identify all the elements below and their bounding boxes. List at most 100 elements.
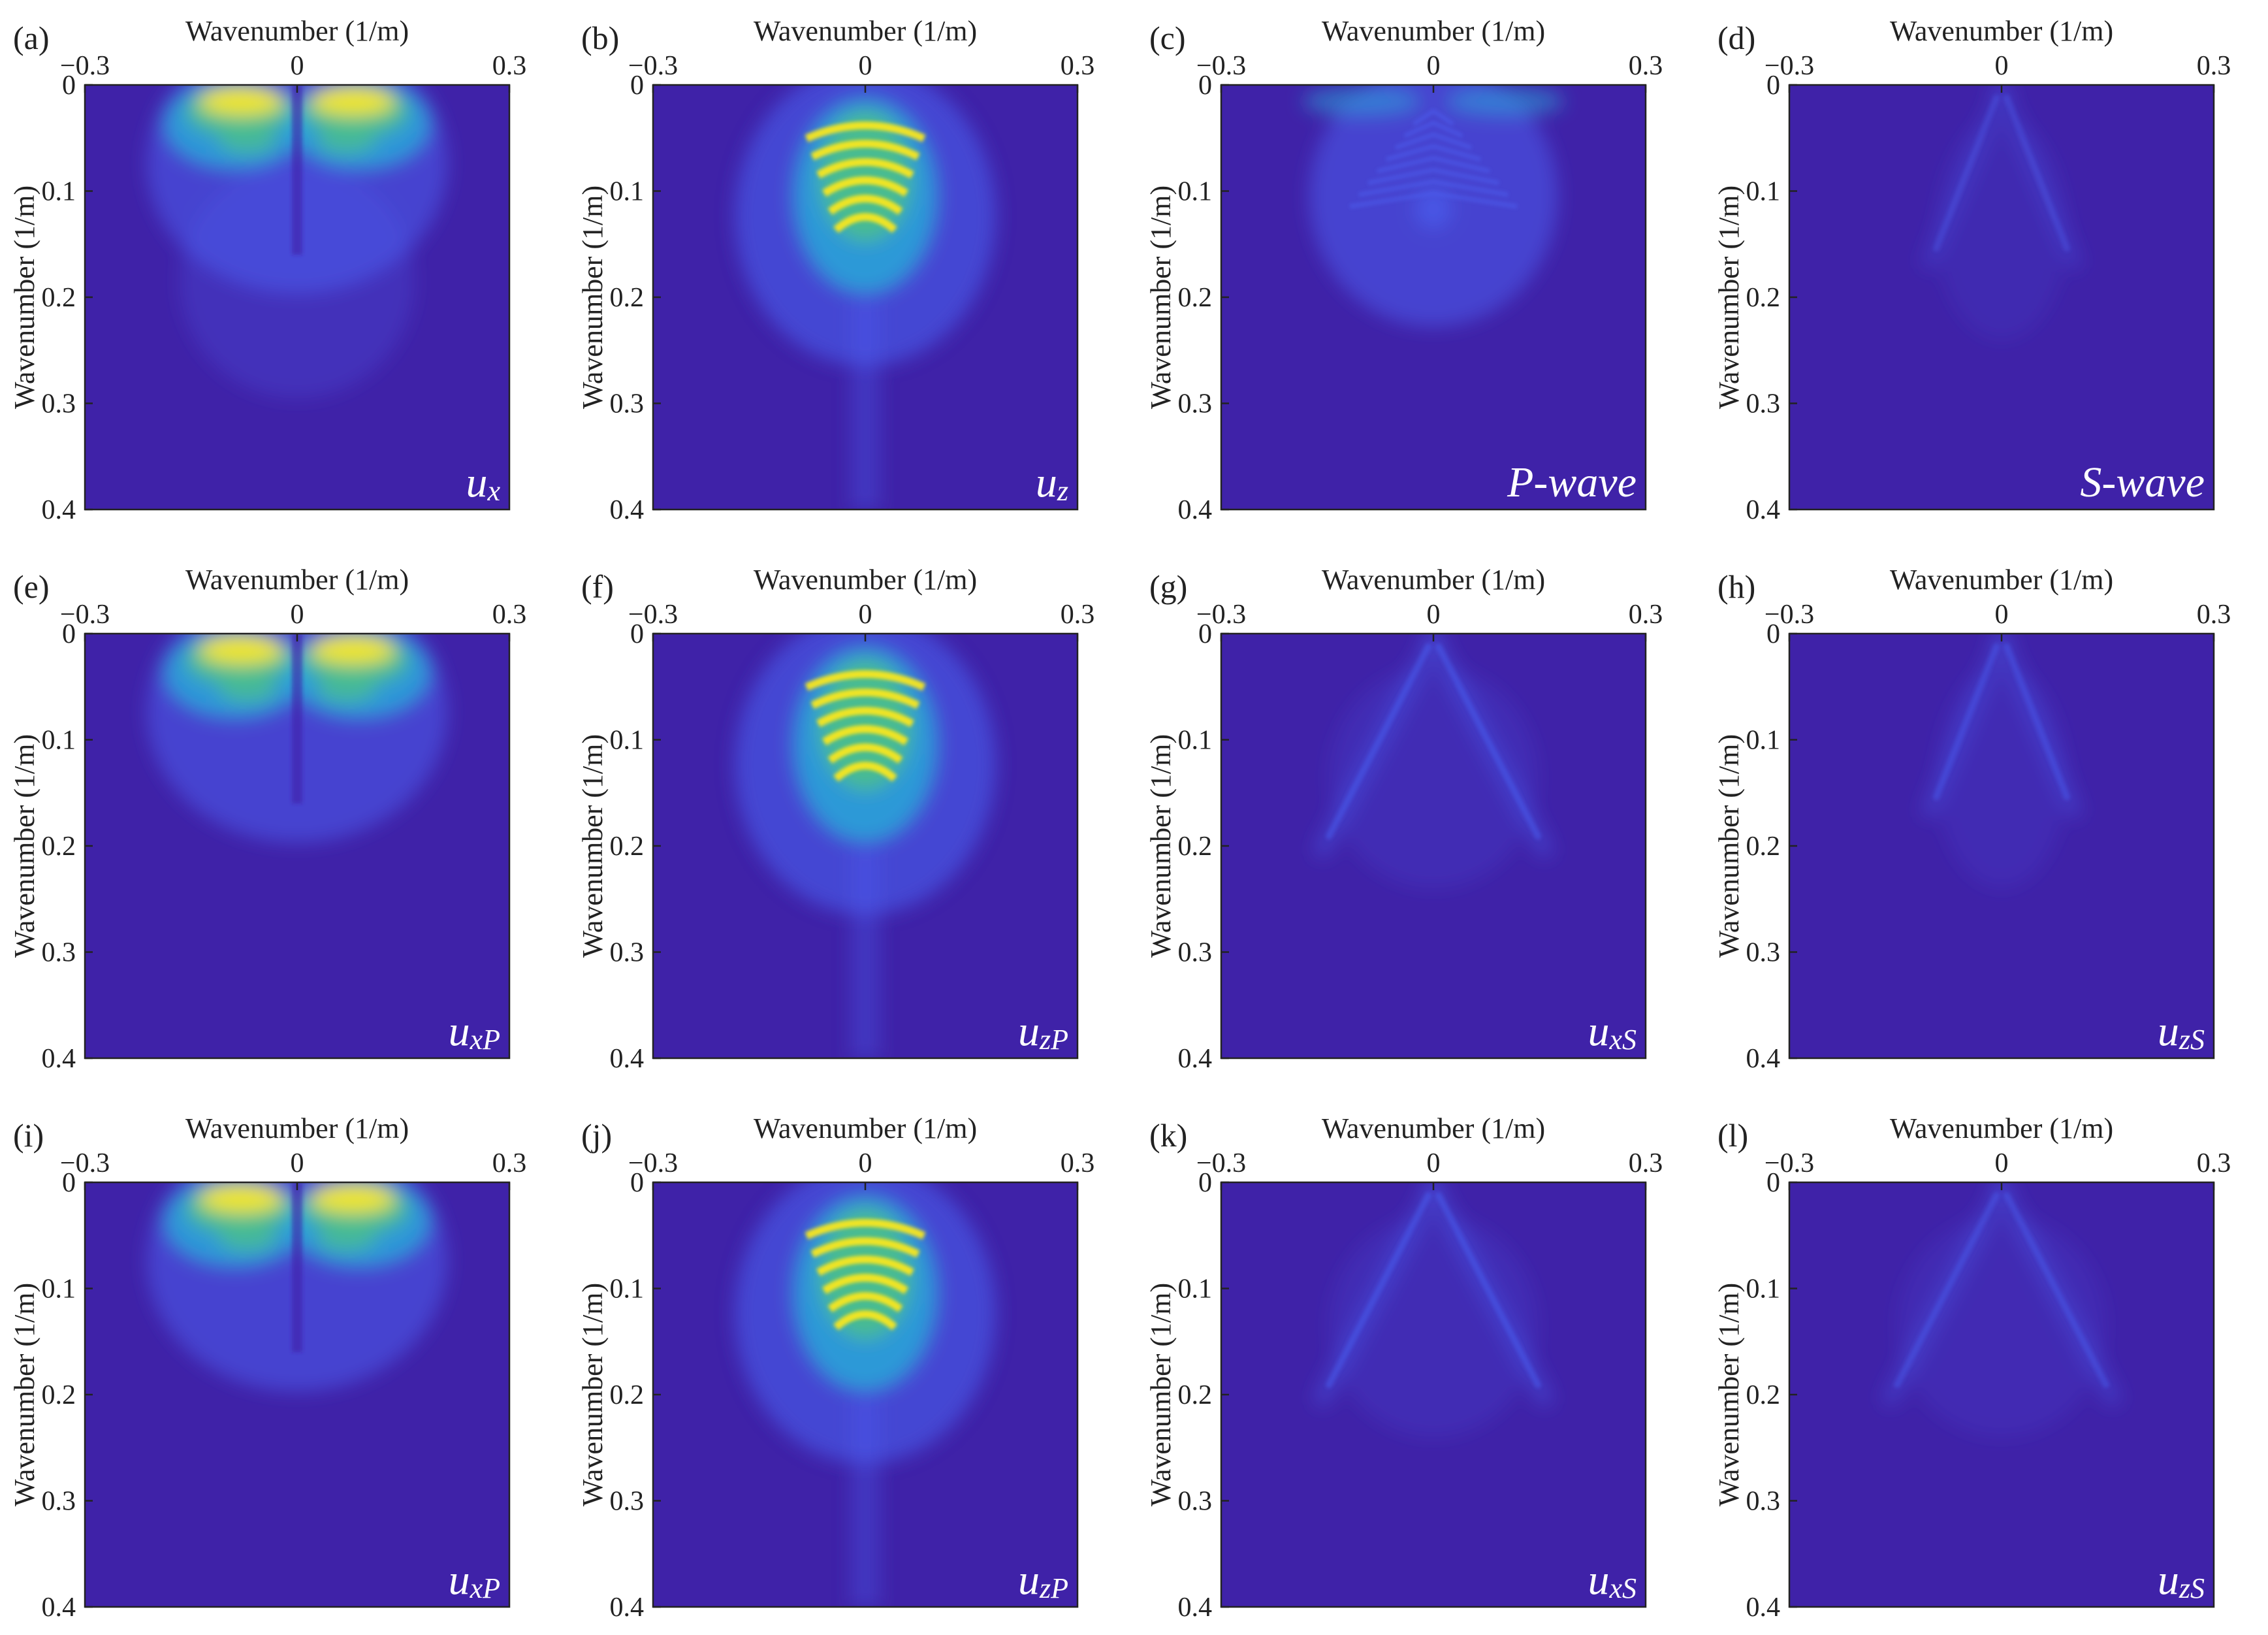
x-tick-label: −0.3 <box>1196 51 1246 81</box>
x-tick-label: −0.3 <box>628 1148 678 1178</box>
x-axis-label: Wavenumber (1/m) <box>1322 1112 1545 1144</box>
heatmap <box>1221 1182 1646 1607</box>
y-tick-label: 0.1 <box>1178 1274 1213 1304</box>
y-tick-label: 0.4 <box>42 1593 76 1623</box>
heatmap <box>1221 85 1646 510</box>
x-axis-label: Wavenumber (1/m) <box>185 564 409 596</box>
y-tick-label: 0.1 <box>1746 1274 1781 1304</box>
subplot: (k) Wavenumber (1/m)Wavenumber (1/m)−0.3 0… <box>1145 1112 1663 1623</box>
x-tick-label: 0.3 <box>492 1148 527 1178</box>
component-label: uxS <box>1588 1007 1637 1056</box>
y-tick-label: 0.1 <box>42 1274 76 1304</box>
component-subscript: xS <box>1608 1572 1637 1604</box>
subplot: (f) Wavenumber (1/m)Wavenumber (1/m)−0.3 0… <box>577 564 1094 1074</box>
subplot: (h) Wavenumber (1/m)Wavenumber (1/m)−0.3 0… <box>1713 564 2231 1074</box>
y-axis-label: Wavenumber (1/m) <box>8 734 40 958</box>
y-tick-label: 0.1 <box>1178 177 1213 207</box>
component-label: uzS <box>2158 1007 2205 1056</box>
y-tick-label: 0.4 <box>1746 495 1781 525</box>
component-subscript: zS <box>2179 1572 2205 1604</box>
y-tick-label: 0.2 <box>1178 283 1213 313</box>
heatmap-glow <box>1303 85 1564 327</box>
y-tick-label: 0.3 <box>1178 938 1213 968</box>
y-tick-label: 0 <box>1766 1168 1780 1198</box>
x-tick-label: 0.3 <box>492 600 527 630</box>
y-tick-label: 0.1 <box>610 726 645 756</box>
y-tick-label: 0.4 <box>1746 1593 1781 1623</box>
y-tick-label: 0 <box>1198 619 1212 649</box>
y-tick-label: 0.2 <box>610 1380 645 1410</box>
component-label: uxP <box>449 1007 500 1056</box>
subplot: (j) Wavenumber (1/m)Wavenumber (1/m)−0.3 0… <box>577 1112 1094 1623</box>
component-base: u <box>449 1007 470 1055</box>
panel-label: (b) <box>581 20 619 56</box>
heatmap-detail <box>1894 1192 2109 1388</box>
heatmap <box>1221 634 1646 1058</box>
panel-label: (j) <box>581 1117 612 1154</box>
component-subscript: xP <box>470 1024 500 1056</box>
y-tick-label: 0.2 <box>42 1380 76 1410</box>
y-tick-label: 0.4 <box>42 495 76 525</box>
y-tick-label: 0 <box>1766 71 1780 101</box>
y-axis-label: Wavenumber (1/m) <box>1713 186 1745 409</box>
x-tick-label: 0 <box>859 51 872 81</box>
y-tick-label: 0.2 <box>610 283 645 313</box>
y-tick-label: 0.4 <box>610 495 645 525</box>
component-label: S-wave <box>2080 459 2205 506</box>
y-tick-label: 0.1 <box>610 1274 645 1304</box>
y-tick-label: 0.3 <box>610 938 645 968</box>
x-axis-label: Wavenumber (1/m) <box>185 15 409 47</box>
x-tick-label: 0.3 <box>2197 600 2231 630</box>
x-tick-label: 0.3 <box>492 51 527 81</box>
y-tick-label: 0.4 <box>610 1044 645 1074</box>
component-label: uzP <box>1018 1007 1068 1056</box>
heatmap-detail <box>1326 1192 1541 1388</box>
y-tick-label: 0.4 <box>1178 1593 1213 1623</box>
y-tick-label: 0.3 <box>1178 389 1213 419</box>
x-axis-label: Wavenumber (1/m) <box>1890 564 2113 596</box>
y-axis-label: Wavenumber (1/m) <box>1145 1283 1177 1506</box>
x-tick-label: 0.3 <box>1061 1148 1095 1178</box>
x-axis-label: Wavenumber (1/m) <box>754 1112 977 1144</box>
x-tick-label: 0 <box>1995 1148 2009 1178</box>
y-tick-label: 0.2 <box>42 832 76 862</box>
x-tick-label: 0 <box>1995 600 2009 630</box>
panel-label: (d) <box>1717 20 1755 56</box>
heatmap-detail <box>805 121 926 233</box>
component-label: uzP <box>1018 1556 1068 1604</box>
y-axis-label: Wavenumber (1/m) <box>8 186 40 409</box>
y-tick-label: 0.3 <box>42 938 76 968</box>
x-tick-label: 0.3 <box>1629 600 1663 630</box>
y-tick-label: 0 <box>62 1168 76 1198</box>
panel-label: (e) <box>13 568 50 605</box>
heatmap <box>85 1182 509 1607</box>
heatmap <box>85 85 509 510</box>
x-tick-label: 0 <box>291 600 304 630</box>
y-tick-label: 0 <box>630 1168 644 1198</box>
y-axis-label: Wavenumber (1/m) <box>577 1283 609 1506</box>
y-tick-label: 0.1 <box>42 177 76 207</box>
y-axis-label: Wavenumber (1/m) <box>1713 734 1745 958</box>
y-tick-label: 0.2 <box>1178 832 1213 862</box>
heatmap <box>653 1182 1078 1607</box>
y-axis-label: Wavenumber (1/m) <box>8 1283 40 1506</box>
y-tick-label: 0.3 <box>610 389 645 419</box>
heatmap-detail <box>292 1182 302 1352</box>
component-subscript: zP <box>1039 1024 1068 1056</box>
y-axis-label: Wavenumber (1/m) <box>1713 1283 1745 1506</box>
y-tick-label: 0.4 <box>1178 1044 1213 1074</box>
panel-label: (l) <box>1717 1117 1748 1154</box>
y-tick-label: 0 <box>1198 71 1212 101</box>
panel-label: (g) <box>1149 568 1187 605</box>
x-tick-label: 0 <box>291 1148 304 1178</box>
y-tick-label: 0.3 <box>42 389 76 419</box>
y-tick-label: 0.1 <box>1746 726 1781 756</box>
x-tick-label: 0 <box>1427 1148 1441 1178</box>
x-tick-label: 0.3 <box>1629 51 1663 81</box>
heatmap <box>1789 634 2214 1058</box>
x-axis-label: Wavenumber (1/m) <box>754 15 977 47</box>
y-tick-label: 0.3 <box>1178 1487 1213 1517</box>
component-base: u <box>1018 1556 1040 1604</box>
panel-label: (h) <box>1717 568 1755 605</box>
x-tick-label: −0.3 <box>1765 51 1814 81</box>
